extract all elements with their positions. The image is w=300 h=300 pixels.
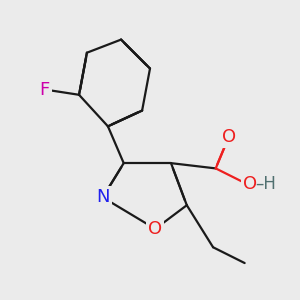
Text: –H: –H [255,175,276,193]
Text: O: O [243,175,257,193]
Text: O: O [222,128,236,146]
Text: O: O [148,220,162,238]
Text: N: N [96,188,110,206]
Text: F: F [40,80,50,98]
